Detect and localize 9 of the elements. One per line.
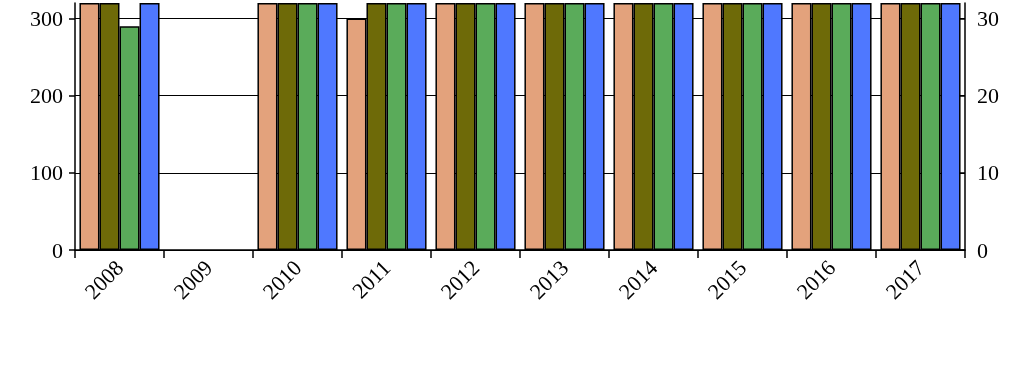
y2-tick-label: 0 <box>977 237 988 263</box>
y2-tick-label: 10 <box>977 160 999 186</box>
y-tick-label: 100 <box>30 160 63 186</box>
x-tick-label: 2011 <box>347 255 396 304</box>
y-tick-label: 300 <box>30 5 63 31</box>
y2-tick-label: 20 <box>977 83 999 109</box>
y-tick-label: 200 <box>30 83 63 109</box>
y2-tick-label: 30 <box>977 5 999 31</box>
y-tick-label: 0 <box>52 237 63 263</box>
